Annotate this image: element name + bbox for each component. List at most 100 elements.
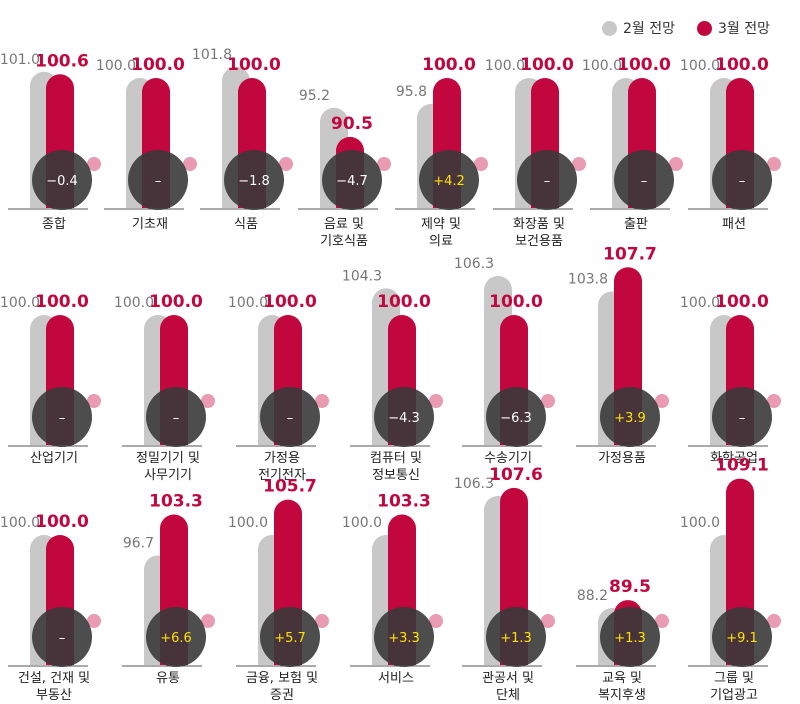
value-feb-item-6: 100.0: [582, 58, 622, 74]
category-label-item-8-line0: 산업기기: [30, 451, 78, 466]
change-badge-item-9: [146, 387, 206, 447]
change-badge-item-12: [486, 387, 546, 447]
value-mar-item-20: 89.5: [609, 577, 651, 597]
value-mar-item-5: 100.0: [520, 55, 574, 75]
category-label-item-10-line0: 가정용: [264, 451, 300, 466]
change-badge-item-5: [517, 150, 577, 210]
pink-dot-item-10: [315, 394, 329, 408]
change-badge-item-18: [374, 607, 434, 667]
value-mar-item-14: 100.0: [715, 292, 769, 312]
change-badge-item-6: [614, 150, 674, 210]
value-mar-item-17: 105.7: [263, 477, 317, 497]
legend-item-mar: 3월 전망: [697, 18, 770, 38]
pink-dot-item-7: [767, 157, 781, 171]
category-label-item-20-line0: 교육 및: [602, 671, 642, 686]
value-feb-item-19: 106.3: [454, 476, 494, 492]
change-value-item-4: +4.2: [433, 174, 465, 189]
category-label-item-11-line0: 컴퓨터 및: [370, 451, 422, 466]
category-label-item-4-line0: 제약 및: [421, 217, 461, 232]
category-label-item-2-line0: 식품: [234, 217, 258, 232]
pink-dot-item-13: [655, 394, 669, 408]
pink-dot-item-11: [429, 394, 443, 408]
change-value-item-8: –: [59, 411, 66, 426]
value-feb-item-2: 101.8: [192, 47, 232, 63]
value-mar-item-18: 103.3: [377, 492, 431, 512]
category-label-item-6-line0: 출판: [624, 217, 648, 232]
value-mar-item-1: 100.0: [131, 55, 185, 75]
category-label-item-10-line1: 전기전자: [258, 468, 306, 483]
change-badge-item-7: [712, 150, 772, 210]
change-badge-item-14: [712, 387, 772, 447]
pink-dot-item-14: [767, 394, 781, 408]
change-badge-item-13: [600, 387, 660, 447]
pink-dot-item-9: [201, 394, 215, 408]
category-label-item-13-line0: 가정용품: [598, 451, 646, 466]
value-feb-item-3: 95.2: [299, 88, 330, 104]
category-label-item-1-line0: 기초재: [132, 217, 168, 232]
category-label-item-9-line0: 정밀기기 및: [136, 451, 200, 466]
change-value-item-12: −6.3: [500, 411, 532, 426]
change-badge-item-10: [260, 387, 320, 447]
category-label-item-14-line0: 화학공업: [710, 451, 758, 466]
value-mar-item-15: 100.0: [35, 512, 89, 532]
pink-dot-item-15: [87, 614, 101, 628]
category-label-item-18-line0: 서비스: [378, 671, 414, 686]
category-label-item-20-line1: 복지후생: [598, 688, 646, 703]
change-badge-item-0: [32, 150, 92, 210]
value-mar-item-7: 100.0: [715, 55, 769, 75]
category-label-item-21-line1: 기업광고: [710, 688, 758, 703]
change-badge-item-15: [32, 607, 92, 667]
value-mar-item-6: 100.0: [617, 55, 671, 75]
value-mar-item-11: 100.0: [377, 292, 431, 312]
category-label-item-0-line0: 종합: [42, 217, 66, 232]
change-badge-item-20: [600, 607, 660, 667]
change-badge-item-8: [32, 387, 92, 447]
value-mar-item-3: 90.5: [331, 114, 373, 134]
legend-label-mar: 3월 전망: [718, 21, 770, 37]
value-feb-item-11: 104.3: [342, 268, 382, 284]
change-badge-item-21: [712, 607, 772, 667]
change-badge-item-4: [419, 150, 479, 210]
value-mar-item-16: 103.3: [149, 492, 203, 512]
change-value-item-18: +3.3: [388, 631, 420, 646]
value-mar-item-8: 100.0: [35, 292, 89, 312]
change-value-item-2: −1.8: [238, 174, 270, 189]
category-label-item-15-line0: 건설, 건재 및: [18, 671, 90, 686]
pink-dot-item-17: [315, 614, 329, 628]
legend-label-feb: 2월 전망: [623, 21, 675, 37]
value-feb-item-21: 100.0: [680, 515, 720, 531]
category-label-item-19-line0: 관공서 및: [482, 671, 534, 686]
value-feb-item-14: 100.0: [680, 295, 720, 311]
value-mar-item-2: 100.0: [227, 55, 281, 75]
value-feb-item-12: 106.3: [454, 256, 494, 272]
pink-dot-item-16: [201, 614, 215, 628]
pink-dot-item-6: [669, 157, 683, 171]
value-feb-item-9: 100.0: [114, 295, 154, 311]
value-feb-item-0: 101.0: [0, 52, 40, 68]
value-mar-item-21: 109.1: [715, 456, 769, 476]
change-value-item-16: +6.6: [160, 631, 192, 646]
pink-dot-item-1: [183, 157, 197, 171]
legend-dot-feb: [602, 20, 617, 36]
change-value-item-5: –: [544, 174, 551, 189]
change-badge-item-19: [486, 607, 546, 667]
category-label-item-5-line1: 보건용품: [515, 234, 563, 249]
value-feb-item-15: 100.0: [0, 515, 40, 531]
value-feb-item-8: 100.0: [0, 295, 40, 311]
pink-dot-item-2: [279, 157, 293, 171]
pink-dot-item-3: [377, 157, 391, 171]
value-feb-item-10: 100.0: [228, 295, 268, 311]
change-badge-item-11: [374, 387, 434, 447]
change-badge-item-1: [128, 150, 188, 210]
value-feb-item-13: 103.8: [568, 271, 608, 287]
change-value-item-20: +1.3: [614, 631, 646, 646]
pink-dot-item-5: [572, 157, 586, 171]
change-badge-item-16: [146, 607, 206, 667]
pink-dot-item-19: [541, 614, 555, 628]
change-badge-item-2: [224, 150, 284, 210]
value-feb-item-20: 88.2: [577, 588, 608, 604]
category-label-item-17-line0: 금융, 보험 및: [246, 671, 318, 686]
category-label-item-9-line1: 사무기기: [144, 468, 192, 483]
category-label-item-5-line0: 화장품 및: [513, 217, 565, 232]
value-feb-item-18: 100.0: [342, 515, 382, 531]
